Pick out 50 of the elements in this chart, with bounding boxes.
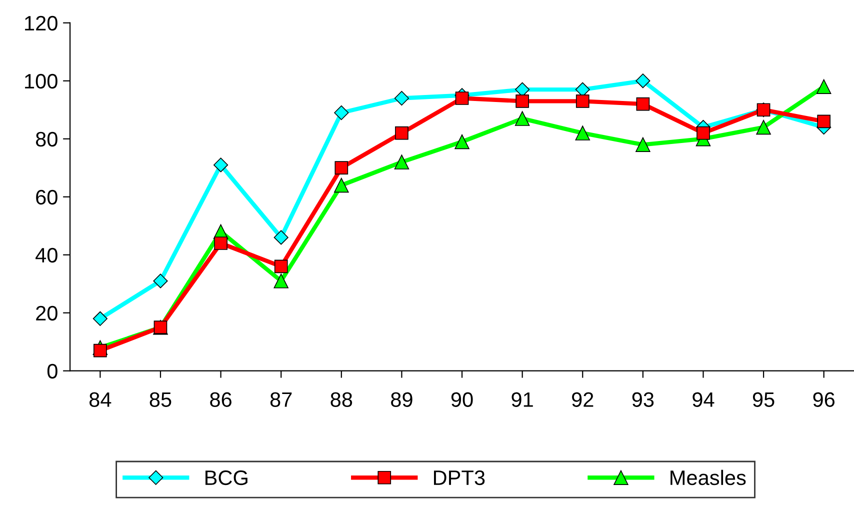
point (516, 94, 529, 108)
point (214, 236, 228, 250)
point (636, 74, 650, 88)
y-tick-label: 120 (25, 16, 58, 31)
x-tick-label: 85 (150, 392, 172, 407)
point (454, 134, 470, 150)
x-tick-label: 93 (632, 392, 654, 407)
point (153, 274, 168, 288)
y-tick-label: 60 (36, 190, 58, 205)
point (636, 137, 650, 152)
x-tick-label: 89 (391, 392, 412, 407)
x-tick-label: 87 (270, 392, 292, 407)
point (394, 154, 410, 170)
point (696, 126, 710, 140)
point (756, 120, 771, 135)
point (94, 344, 107, 358)
point (514, 111, 530, 126)
x-tick-label: 88 (330, 392, 352, 407)
x-tick-label: 84 (90, 392, 112, 407)
point (395, 126, 408, 140)
point (334, 161, 348, 175)
point (213, 158, 228, 172)
point (274, 260, 288, 274)
x-tick-label: 96 (813, 392, 835, 407)
x-tick-label: 91 (512, 392, 533, 407)
y-tick-label: 40 (36, 248, 58, 263)
x-tick-label: 86 (210, 392, 232, 407)
y-tick-label: 0 (47, 364, 58, 379)
point (274, 274, 288, 288)
point (816, 79, 832, 94)
y-tick-label: 80 (36, 132, 58, 147)
point (394, 90, 410, 106)
point (455, 92, 469, 105)
x-tick-label: 95 (752, 392, 774, 407)
legend-label: DPT3 (434, 470, 485, 486)
point (636, 97, 650, 111)
legend-label: Measles (670, 470, 746, 486)
x-tick-label: 92 (572, 392, 594, 407)
point (334, 178, 349, 193)
y-tick-label: 20 (36, 306, 58, 321)
y-tick-label: 100 (25, 74, 58, 89)
point (817, 114, 831, 128)
point (274, 230, 288, 245)
x-tick-label: 94 (692, 392, 714, 407)
x-tick-label: 90 (451, 392, 473, 407)
point (334, 105, 349, 120)
point (576, 94, 590, 108)
legend-label: BCG (206, 470, 248, 486)
point (575, 126, 590, 140)
point (92, 311, 108, 326)
